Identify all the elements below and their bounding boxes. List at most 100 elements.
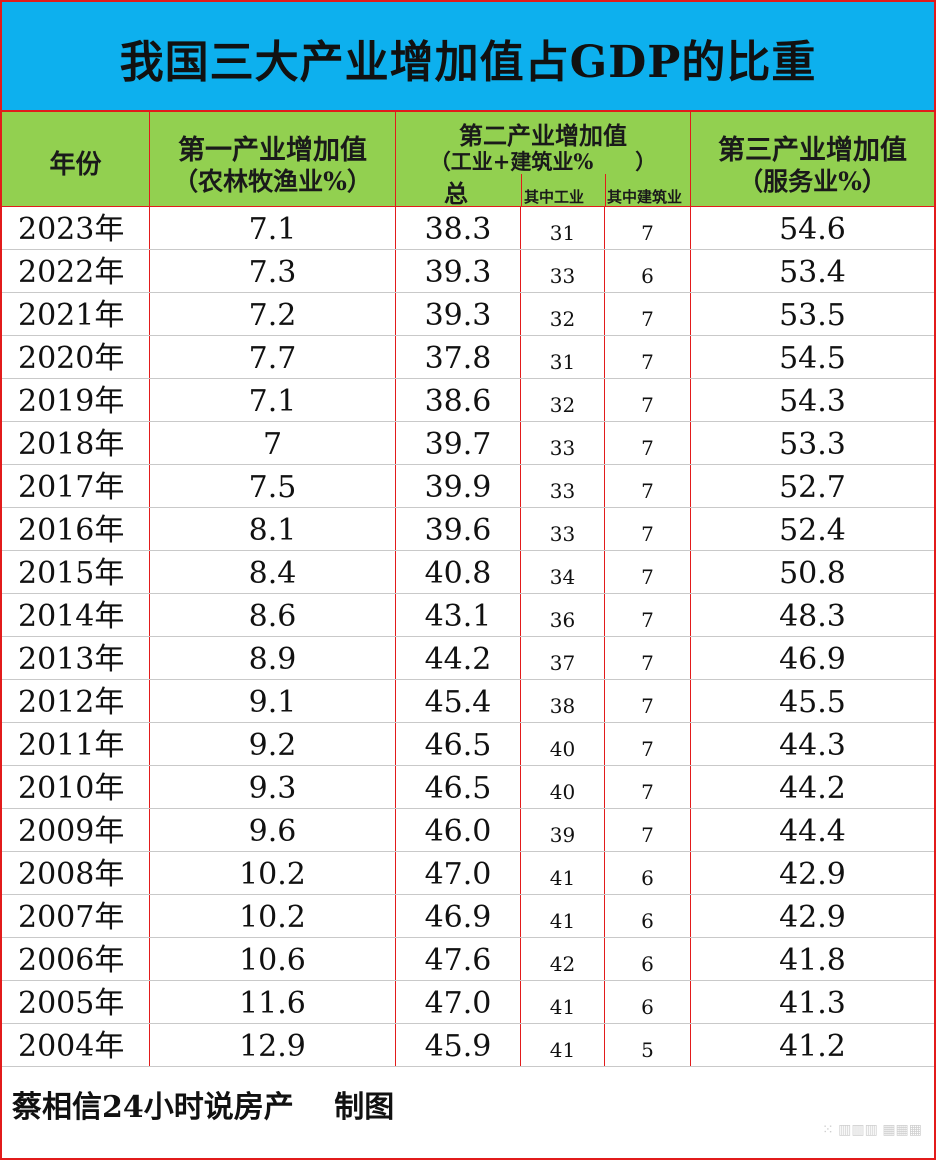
primary-cell: 7.1 bbox=[150, 207, 396, 249]
tertiary-cell: 41.8 bbox=[779, 943, 846, 978]
table-row: 2007年 10.2 46.9 41 6 42.9 bbox=[2, 895, 934, 938]
industry-cell: 36 bbox=[521, 594, 605, 636]
header-year: 年份 bbox=[2, 112, 150, 206]
year-cell: 2013年 bbox=[2, 637, 150, 679]
construction-cell: 7 bbox=[605, 293, 691, 335]
year-cell: 2005年 bbox=[2, 981, 150, 1023]
table-row: 2008年 10.2 47.0 41 6 42.9 bbox=[2, 852, 934, 895]
primary-cell: 9.6 bbox=[150, 809, 396, 851]
table-row: 2018年 7 39.7 33 7 53.3 bbox=[2, 422, 934, 465]
industry-cell: 39 bbox=[521, 809, 605, 851]
tertiary-cell: 44.4 bbox=[779, 814, 846, 849]
table-row: 2013年 8.9 44.2 37 7 46.9 bbox=[2, 637, 934, 680]
construction-cell: 7 bbox=[605, 422, 691, 464]
header-secondary-line1: 第二产业增加值 bbox=[459, 121, 627, 150]
industry-cell: 40 bbox=[521, 723, 605, 765]
table-row: 2005年 11.6 47.0 41 6 41.3 bbox=[2, 981, 934, 1024]
secondary-total-cell: 46.9 bbox=[396, 895, 521, 937]
secondary-total-cell: 46.5 bbox=[396, 723, 521, 765]
header-primary: 第一产业增加值 （农林牧渔业%） bbox=[150, 112, 396, 206]
construction-cell: 7 bbox=[605, 379, 691, 421]
primary-cell: 7.2 bbox=[150, 293, 396, 335]
secondary-total-cell: 46.0 bbox=[396, 809, 521, 851]
table-row: 2006年 10.6 47.6 42 6 41.8 bbox=[2, 938, 934, 981]
industry-cell: 34 bbox=[521, 551, 605, 593]
primary-cell: 12.9 bbox=[150, 1024, 396, 1066]
secondary-total-cell: 37.8 bbox=[396, 336, 521, 378]
industry-cell: 33 bbox=[521, 250, 605, 292]
industry-cell: 32 bbox=[521, 293, 605, 335]
industry-cell: 41 bbox=[521, 895, 605, 937]
construction-cell: 6 bbox=[605, 938, 691, 980]
construction-cell: 6 bbox=[605, 852, 691, 894]
secondary-total-cell: 39.6 bbox=[396, 508, 521, 550]
header-tertiary-line2: （服务业%） bbox=[738, 167, 887, 196]
table-row: 2017年 7.5 39.9 33 7 52.7 bbox=[2, 465, 934, 508]
construction-cell: 5 bbox=[605, 1024, 691, 1066]
tertiary-cell: 41.2 bbox=[779, 1029, 846, 1064]
tertiary-cell: 50.8 bbox=[779, 556, 846, 591]
year-cell: 2007年 bbox=[2, 895, 150, 937]
construction-cell: 7 bbox=[605, 594, 691, 636]
primary-cell: 10.2 bbox=[150, 895, 396, 937]
tertiary-cell: 52.4 bbox=[779, 513, 846, 548]
year-cell: 2016年 bbox=[2, 508, 150, 550]
year-cell: 2009年 bbox=[2, 809, 150, 851]
industry-cell: 32 bbox=[521, 379, 605, 421]
year-cell: 2019年 bbox=[2, 379, 150, 421]
primary-cell: 10.6 bbox=[150, 938, 396, 980]
industry-cell: 31 bbox=[521, 207, 605, 249]
primary-cell: 8.9 bbox=[150, 637, 396, 679]
industry-cell: 33 bbox=[521, 508, 605, 550]
tertiary-cell: 54.5 bbox=[779, 341, 846, 376]
industry-cell: 33 bbox=[521, 465, 605, 507]
footer-credit: 蔡相信24小时说房产 制图 bbox=[12, 1090, 395, 1125]
construction-cell: 7 bbox=[605, 551, 691, 593]
secondary-total-cell: 39.9 bbox=[396, 465, 521, 507]
industry-cell: 41 bbox=[521, 852, 605, 894]
construction-cell: 7 bbox=[605, 207, 691, 249]
construction-cell: 7 bbox=[605, 637, 691, 679]
industry-cell: 42 bbox=[521, 938, 605, 980]
secondary-total-cell: 43.1 bbox=[396, 594, 521, 636]
industry-cell: 33 bbox=[521, 422, 605, 464]
header-year-label: 年份 bbox=[49, 150, 102, 180]
year-cell: 2006年 bbox=[2, 938, 150, 980]
header-primary-line2: （农林牧渔业%） bbox=[173, 167, 372, 196]
year-cell: 2020年 bbox=[2, 336, 150, 378]
year-cell: 2022年 bbox=[2, 250, 150, 292]
tertiary-cell: 53.4 bbox=[779, 255, 846, 290]
table-row: 2012年 9.1 45.4 38 7 45.5 bbox=[2, 680, 934, 723]
construction-cell: 6 bbox=[605, 250, 691, 292]
tertiary-cell: 42.9 bbox=[779, 900, 846, 935]
industry-cell: 41 bbox=[521, 1024, 605, 1066]
secondary-total-cell: 45.4 bbox=[396, 680, 521, 722]
table-row: 2019年 7.1 38.6 32 7 54.3 bbox=[2, 379, 934, 422]
primary-cell: 10.2 bbox=[150, 852, 396, 894]
year-cell: 2017年 bbox=[2, 465, 150, 507]
header-sub-divider-2 bbox=[605, 174, 606, 206]
page-title: 我国三大产业增加值占GDP的比重 bbox=[119, 37, 817, 88]
tertiary-cell: 42.9 bbox=[779, 857, 846, 892]
table-row: 2010年 9.3 46.5 40 7 44.2 bbox=[2, 766, 934, 809]
construction-cell: 7 bbox=[605, 766, 691, 808]
header-primary-line1: 第一产业增加值 bbox=[178, 135, 367, 166]
tertiary-cell: 53.3 bbox=[779, 427, 846, 462]
secondary-total-cell: 47.6 bbox=[396, 938, 521, 980]
tertiary-cell: 54.6 bbox=[779, 212, 846, 247]
tertiary-cell: 48.3 bbox=[779, 599, 846, 634]
table-row: 2021年 7.2 39.3 32 7 53.5 bbox=[2, 293, 934, 336]
construction-cell: 7 bbox=[605, 508, 691, 550]
primary-cell: 8.6 bbox=[150, 594, 396, 636]
table-row: 2016年 8.1 39.6 33 7 52.4 bbox=[2, 508, 934, 551]
secondary-total-cell: 38.3 bbox=[396, 207, 521, 249]
construction-cell: 6 bbox=[605, 895, 691, 937]
header-tertiary-line1: 第三产业增加值 bbox=[718, 135, 907, 166]
primary-cell: 9.3 bbox=[150, 766, 396, 808]
header-secondary-total: 总 bbox=[444, 179, 468, 208]
table-row: 2009年 9.6 46.0 39 7 44.4 bbox=[2, 809, 934, 852]
primary-cell: 7 bbox=[150, 422, 396, 464]
tertiary-cell: 54.3 bbox=[779, 384, 846, 419]
industry-cell: 37 bbox=[521, 637, 605, 679]
